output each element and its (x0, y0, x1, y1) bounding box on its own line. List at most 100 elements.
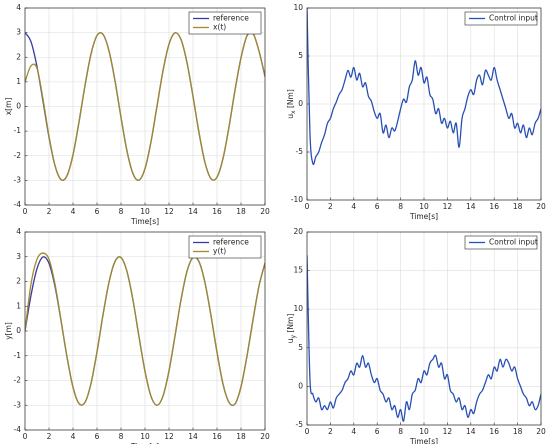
x-tick-label: 10 (140, 207, 150, 216)
x-tick-label: 20 (536, 427, 546, 436)
x-tick-label: 6 (375, 202, 380, 211)
y-tick-label: -3 (14, 175, 22, 184)
y-label-base: u (286, 114, 295, 119)
legend-label: y(t) (213, 247, 226, 256)
y-label-base: y[m] (4, 322, 13, 340)
y-tick-label: 15 (293, 266, 303, 275)
legend-box (464, 235, 538, 250)
y-tick-label: 0 (298, 99, 303, 108)
y-tick-label: -4 (14, 200, 22, 209)
x-tick-label: 20 (536, 202, 546, 211)
y-tick-label: 5 (298, 51, 303, 60)
x-tick-label: 12 (164, 432, 174, 441)
x-tick-label: 12 (443, 202, 453, 211)
x-tick-label: 18 (513, 427, 523, 436)
data-layer (25, 252, 265, 407)
x-tick-label: 4 (71, 432, 76, 441)
x-tick-label: 18 (236, 432, 246, 441)
y-label-base: u (286, 338, 295, 343)
y-tick-label: -1 (14, 126, 22, 135)
data-line (307, 8, 541, 166)
y-tick-label: -3 (14, 400, 22, 409)
x-tick-label: 6 (95, 207, 100, 216)
x-tick-label: 8 (398, 202, 403, 211)
axes-box (306, 231, 542, 426)
x-tick-label: 14 (188, 207, 198, 216)
y-tick-label: 20 (293, 227, 303, 236)
legend-label: Control input (489, 14, 538, 23)
x-tick-label: 12 (443, 427, 453, 436)
subplot: 02468101214161820-4-3-2-101234Time[s]y[m… (4, 227, 270, 444)
legend-label: reference (213, 238, 249, 247)
data-line (25, 252, 265, 407)
x-tick-label: 14 (188, 432, 198, 441)
legend-label: x(t) (213, 23, 226, 32)
data-layer (307, 8, 541, 166)
y-label-unit: [Nm] (286, 89, 295, 110)
x-tick-label: 2 (328, 202, 333, 211)
y-tick-label: -2 (14, 376, 22, 385)
x-tick-label: 0 (23, 432, 28, 441)
y-tick-label: 10 (293, 304, 303, 313)
y-tick-label: -1 (14, 351, 22, 360)
subplot: 0 2 4 6 8 10 12 14 16 18 20-4-3-2-101234Time[s]x[m… (4, 3, 270, 226)
y-tick-label: 10 (293, 3, 303, 12)
data-layer (25, 31, 265, 181)
x-axis-label: Time[s] (409, 437, 438, 444)
y-tick-label: 3 (16, 252, 21, 261)
legend-box (188, 11, 262, 35)
x-tick-label: 0 (305, 202, 310, 211)
x-tick-label: 20 (260, 207, 270, 216)
legend-box (188, 235, 262, 259)
y-tick-label: -5 (296, 420, 304, 429)
y-label-unit: [Nm] (286, 314, 295, 335)
x-tick-label: 6 (95, 432, 100, 441)
x-tick-label: 8 (119, 207, 124, 216)
axes-box (24, 7, 266, 206)
axes-box (306, 7, 542, 201)
y-tick-label: 1 (16, 301, 21, 310)
y-tick-label: 1 (16, 77, 21, 86)
x-tick-label: 10 (419, 427, 429, 436)
y-tick-label: 0 (16, 102, 21, 111)
y-tick-label: -5 (296, 147, 304, 156)
x-tick-label: 12 (164, 207, 174, 216)
legend-box (464, 11, 538, 26)
x-tick-label: 8 (398, 427, 403, 436)
y-axis-label: x[m] (4, 98, 13, 116)
x-tick-label: 6 (375, 427, 380, 436)
y-tick-label: 4 (16, 227, 21, 236)
y-axis-label: y[m] (4, 322, 13, 340)
x-tick-label: 10 (419, 202, 429, 211)
x-tick-label: 0 (305, 427, 310, 436)
y-axis-label: ux [Nm] (286, 89, 297, 119)
data-layer (307, 255, 541, 422)
legend: Control input (464, 11, 538, 26)
y-tick-label: -2 (14, 151, 22, 160)
y-tick-label: 4 (16, 3, 21, 12)
y-label-sub: x (290, 110, 297, 114)
legend: Control input (464, 235, 538, 250)
axes-box (24, 231, 266, 431)
y-label-sub: y (290, 334, 297, 338)
data-line (25, 31, 265, 181)
x-tick-label: 20 (260, 432, 270, 441)
y-label-base: x[m] (4, 98, 13, 116)
x-tick-label: 0 (23, 207, 28, 216)
x-tick-label: 10 (140, 432, 150, 441)
y-tick-label: -10 (291, 195, 303, 204)
x-tick-label: 16 (489, 202, 499, 211)
x-tick-label: 14 (466, 427, 476, 436)
x-tick-label: 18 (236, 207, 246, 216)
x-axis-label: Time[s] (130, 217, 159, 226)
x-axis-label: Time[s] (409, 212, 438, 221)
y-tick-label: 2 (16, 277, 21, 286)
legend-label: Control input (489, 238, 538, 247)
legend-label: reference (213, 14, 249, 23)
x-tick-label: 4 (351, 427, 356, 436)
y-tick-label: 5 (298, 343, 303, 352)
